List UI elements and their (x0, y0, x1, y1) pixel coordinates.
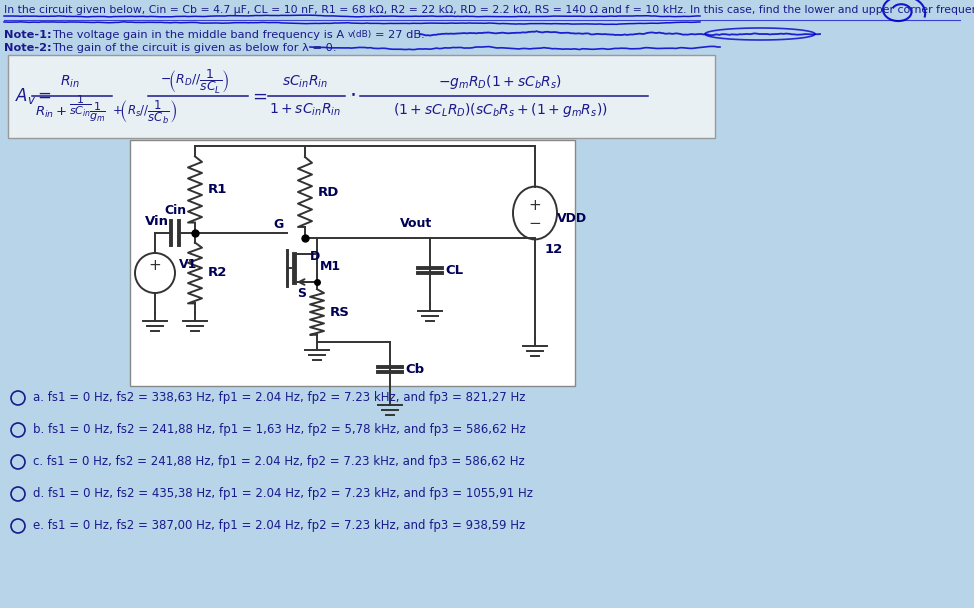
Text: $1+sC_{in}R_{in}$: $1+sC_{in}R_{in}$ (269, 102, 341, 118)
Text: e. fs1 = 0 Hz, fs2 = 387,00 Hz, fp1 = 2.04 Hz, fp2 = 7.23 kHz, and fp3 = 938,59 : e. fs1 = 0 Hz, fs2 = 387,00 Hz, fp1 = 2.… (33, 519, 525, 533)
Text: d. fs1 = 0 Hz, fs2 = 435,38 Hz, fp1 = 2.04 Hz, fp2 = 7.23 kHz, and fp3 = 1055,91: d. fs1 = 0 Hz, fs2 = 435,38 Hz, fp1 = 2.… (33, 488, 533, 500)
Text: −: − (529, 215, 542, 230)
Text: Cb: Cb (405, 363, 424, 376)
Text: D: D (310, 250, 320, 263)
Text: +: + (149, 258, 162, 274)
Text: v(dB): v(dB) (348, 30, 372, 39)
Text: $R_{in}+$: $R_{in}+$ (35, 105, 67, 120)
Text: +: + (529, 198, 542, 213)
Text: Cin: Cin (164, 204, 186, 217)
Text: RD: RD (318, 185, 339, 198)
Text: M1: M1 (320, 260, 341, 272)
Text: $-g_mR_D(1+sC_bR_s)$: $-g_mR_D(1+sC_bR_s)$ (438, 73, 562, 91)
Text: Note-2:: Note-2: (4, 43, 52, 53)
Text: $(1+sC_LR_D)(sC_bR_s+(1+g_mR_s))$: $(1+sC_LR_D)(sC_bR_s+(1+g_mR_s))$ (393, 101, 608, 119)
Text: In the circuit given below, Cin = Cb = 4.7 μF, CL = 10 nF, R1 = 68 kΩ, R2 = 22 k: In the circuit given below, Cin = Cb = 4… (4, 5, 974, 15)
Text: CL: CL (445, 264, 463, 277)
Text: $\dfrac{1}{sC_{in}}$: $\dfrac{1}{sC_{in}}$ (68, 94, 92, 119)
Text: c. fs1 = 0 Hz, fs2 = 241,88 Hz, fp1 = 2.04 Hz, fp2 = 7.23 kHz, and fp3 = 586,62 : c. fs1 = 0 Hz, fs2 = 241,88 Hz, fp1 = 2.… (33, 455, 525, 469)
Text: $+\!\left(R_s//\dfrac{1}{sC_b}\right)$: $+\!\left(R_s//\dfrac{1}{sC_b}\right)$ (112, 98, 177, 126)
Text: 12: 12 (545, 243, 563, 256)
Text: $=$: $=$ (248, 87, 267, 105)
Text: $\dfrac{1}{g_m}$: $\dfrac{1}{g_m}$ (89, 100, 105, 124)
Text: G: G (273, 218, 283, 231)
Text: $sC_{in}R_{in}$: $sC_{in}R_{in}$ (282, 74, 328, 90)
Text: b. fs1 = 0 Hz, fs2 = 241,88 Hz, fp1 = 1,63 Hz, fp2 = 5,78 kHz, and fp3 = 586,62 : b. fs1 = 0 Hz, fs2 = 241,88 Hz, fp1 = 1,… (33, 424, 526, 437)
Text: $A_v=$: $A_v=$ (15, 86, 52, 106)
Text: a. fs1 = 0 Hz, fs2 = 338,63 Hz, fp1 = 2.04 Hz, fp2 = 7.23 kHz, and fp3 = 821,27 : a. fs1 = 0 Hz, fs2 = 338,63 Hz, fp1 = 2.… (33, 392, 526, 404)
Text: Vin: Vin (145, 215, 169, 228)
Text: Note-1:: Note-1: (4, 30, 52, 40)
Text: R2: R2 (208, 266, 227, 280)
Text: S: S (297, 287, 306, 300)
Text: VDD: VDD (557, 212, 587, 224)
Text: $R_{in}$: $R_{in}$ (60, 74, 80, 90)
Bar (8, 55, 715, 138)
Bar (130, 140, 575, 386)
Text: RS: RS (330, 305, 350, 319)
Text: V1: V1 (179, 258, 198, 272)
Text: Vout: Vout (400, 217, 432, 230)
Text: $\cdot$: $\cdot$ (349, 84, 356, 104)
Text: R1: R1 (208, 183, 227, 196)
Text: The voltage gain in the middle band frequency is A: The voltage gain in the middle band freq… (52, 30, 344, 40)
Text: $-\!\left(R_D//\dfrac{1}{sC_L}\right)$: $-\!\left(R_D//\dfrac{1}{sC_L}\right)$ (161, 68, 230, 96)
Text: = 27 dB.: = 27 dB. (375, 30, 425, 40)
Text: The gain of the circuit is given as below for λ = 0.: The gain of the circuit is given as belo… (52, 43, 336, 53)
